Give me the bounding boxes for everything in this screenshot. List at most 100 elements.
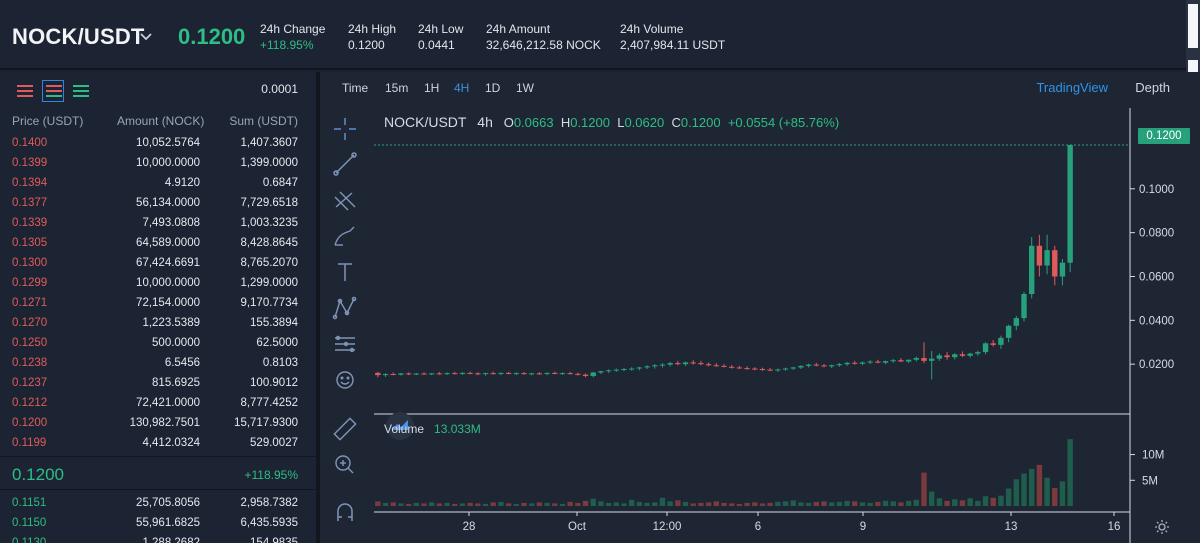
asks-only-icon[interactable] (14, 80, 36, 102)
chevron-down-icon[interactable] (140, 28, 152, 44)
text-icon[interactable] (328, 257, 362, 287)
row-amount: 4.9120 (164, 177, 200, 189)
precision-select[interactable]: 0.0001 (261, 82, 298, 96)
row-amount: 1,223.5389 (142, 317, 200, 329)
row-sum: 9,170.7734 (240, 297, 298, 309)
volume-bar (859, 502, 866, 506)
candle-body (413, 373, 419, 375)
ask-row[interactable]: 0.1200 130,982.7501 15,717.9300 (0, 414, 316, 434)
candle-body (598, 371, 604, 373)
volume-bar (652, 502, 658, 506)
ask-row[interactable]: 0.1271 72,154.0000 9,170.7734 (0, 294, 316, 314)
row-price: 0.1238 (12, 357, 48, 369)
pattern-icon[interactable] (328, 293, 362, 323)
ask-row[interactable]: 0.1394 4.9120 0.6847 (0, 174, 316, 194)
candle-body (782, 368, 789, 370)
ask-row[interactable]: 0.1199 4,412.0324 529.0027 (0, 434, 316, 454)
volume-bar (582, 500, 589, 506)
candle-body (767, 369, 773, 371)
candle-body (921, 358, 927, 361)
ask-row[interactable]: 0.1305 64,589.0000 8,428.8645 (0, 234, 316, 254)
col-price: Price (USDT) (12, 114, 84, 128)
row-amount: 130,982.7501 (129, 417, 200, 429)
ask-row[interactable]: 0.1300 67,424.6691 8,765.2070 (0, 254, 316, 274)
both-sides-icon[interactable] (42, 80, 64, 102)
volume-legend: Volume 13.033M (384, 422, 481, 436)
bid-row[interactable]: 0.1151 25,705.8056 2,958.7382 (0, 494, 316, 514)
chart-svg: 0.1000 0.0800 0.0600 0.0400 0.0200 10M 5M 28 Oct… (374, 108, 1174, 543)
candle-body (1044, 250, 1050, 266)
market-header: NOCK/USDT 0.1200 24h Change +118.95% 24h H… (0, 0, 1200, 70)
ohlc-legend: NOCK/USDT 4h O0.0663 H0.1200 L0.0620 C0.… (384, 114, 840, 130)
row-sum: 2,958.7382 (240, 497, 298, 509)
tf-1h[interactable]: 1H (424, 81, 440, 95)
tf-1d[interactable]: 1D (485, 81, 501, 95)
volume-bar (413, 502, 419, 506)
candle-body (459, 372, 466, 374)
volume-bar (544, 502, 550, 506)
tf-1w[interactable]: 1W (516, 81, 534, 95)
row-price: 0.1399 (12, 157, 48, 169)
time-tick-label: 6 (755, 521, 761, 533)
brush-icon[interactable] (328, 221, 362, 251)
stat-value: 2,407,984.11 USDT (620, 38, 726, 52)
pair-selector[interactable]: NOCK/USDT (12, 24, 145, 49)
ask-row[interactable]: 0.1212 72,421.0000 8,777.4252 (0, 394, 316, 414)
trend-line-icon[interactable] (328, 149, 362, 179)
candle-body (929, 358, 935, 361)
stat-label: 24h Low (418, 22, 464, 36)
volume-bar (1067, 439, 1073, 506)
mid-change: +118.95% (244, 468, 299, 482)
fib-icon[interactable] (328, 185, 362, 215)
tf-15m[interactable]: 15m (385, 81, 409, 95)
ask-row[interactable]: 0.1270 1,223.5389 155.3894 (0, 314, 316, 334)
ask-row[interactable]: 0.1237 815.6925 100.9012 (0, 374, 316, 394)
candle-body (521, 373, 527, 375)
tab-depth[interactable]: Depth (1135, 80, 1170, 95)
ask-row[interactable]: 0.1238 6.5456 0.8103 (0, 354, 316, 374)
ask-row[interactable]: 0.1250 500.0000 62.5000 (0, 334, 316, 354)
measure-list-icon[interactable] (328, 329, 362, 359)
ask-row[interactable]: 0.1377 56,134.0000 7,729.6518 (0, 194, 316, 214)
volume-bar (682, 501, 689, 506)
tab-tradingview[interactable]: TradingView (1036, 80, 1108, 95)
emoji-icon[interactable] (328, 365, 362, 395)
row-price: 0.1270 (12, 317, 48, 329)
mid-price-bar: 0.1200 +118.95% (0, 456, 316, 490)
ask-row[interactable]: 0.1339 7,493.0808 1,003.3235 (0, 214, 316, 234)
settings-icon[interactable] (1154, 519, 1170, 539)
bids-only-icon[interactable] (70, 80, 92, 102)
bid-row[interactable]: 0.1130 1,288.2682 154.9835 (0, 534, 316, 543)
zoom-in-icon[interactable] (328, 449, 362, 479)
candle-body (859, 362, 866, 364)
row-amount: 1,288.2682 (142, 537, 200, 543)
ask-row[interactable]: 0.1400 10,052.5764 1,407.3607 (0, 134, 316, 154)
volume-bar (636, 501, 643, 506)
tf-4h[interactable]: 4H (454, 81, 470, 95)
price-chart[interactable]: 0.1000 0.0800 0.0600 0.0400 0.0200 10M 5M 28 Oct… (374, 108, 1200, 543)
volume-bar (752, 502, 758, 506)
volume-bar (775, 501, 781, 506)
candle-body (482, 373, 489, 375)
ask-row[interactable]: 0.1399 10,000.0000 1,399.0000 (0, 154, 316, 174)
volume-bar (867, 502, 873, 506)
volume-bar (467, 502, 473, 506)
row-amount: 10,000.0000 (136, 157, 200, 169)
legend-symbol: NOCK/USDT (384, 114, 467, 130)
candle-body (990, 343, 996, 345)
volume-bar (759, 503, 766, 506)
tf-time[interactable]: Time (342, 81, 369, 95)
chart-panel: Time 15m 1H 4H 1D 1W TradingView Depth (320, 72, 1200, 543)
candle-body (1059, 262, 1066, 277)
candle-body (1021, 294, 1027, 319)
candle-body (629, 368, 635, 370)
volume-bar (813, 501, 819, 506)
ask-row[interactable]: 0.1299 10,000.0000 1,299.0000 (0, 274, 316, 294)
ruler-icon[interactable] (328, 414, 362, 444)
bid-row[interactable]: 0.1150 55,961.6825 6,435.5935 (0, 514, 316, 534)
crosshair-icon[interactable] (328, 114, 362, 144)
magnet-icon[interactable] (328, 497, 362, 527)
stat-24h-amount: 24h Amount 32,646,212.58 NOCK (486, 21, 601, 53)
volume-bar (490, 502, 496, 506)
volume-bar (952, 499, 958, 506)
